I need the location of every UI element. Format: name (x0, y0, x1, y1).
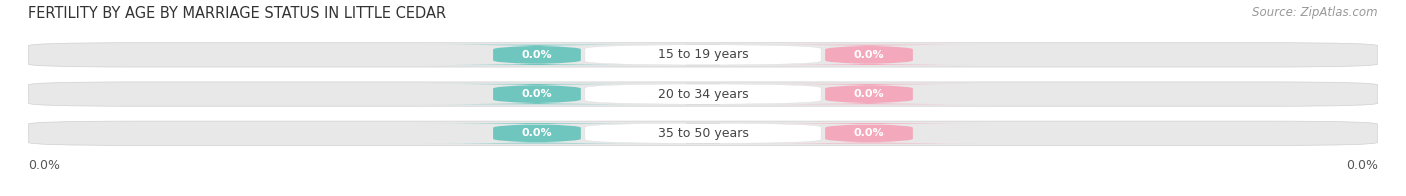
FancyBboxPatch shape (419, 123, 655, 143)
FancyBboxPatch shape (419, 45, 655, 65)
Text: 0.0%: 0.0% (853, 128, 884, 138)
FancyBboxPatch shape (751, 45, 987, 65)
Text: 35 to 50 years: 35 to 50 years (658, 127, 748, 140)
FancyBboxPatch shape (28, 43, 1378, 67)
FancyBboxPatch shape (585, 84, 821, 104)
Text: FERTILITY BY AGE BY MARRIAGE STATUS IN LITTLE CEDAR: FERTILITY BY AGE BY MARRIAGE STATUS IN L… (28, 6, 446, 21)
Text: 20 to 34 years: 20 to 34 years (658, 88, 748, 101)
Text: 15 to 19 years: 15 to 19 years (658, 48, 748, 61)
FancyBboxPatch shape (28, 82, 1378, 106)
FancyBboxPatch shape (751, 84, 987, 104)
Text: 0.0%: 0.0% (522, 89, 553, 99)
Text: 0.0%: 0.0% (522, 128, 553, 138)
FancyBboxPatch shape (585, 45, 821, 65)
FancyBboxPatch shape (585, 123, 821, 143)
Text: 0.0%: 0.0% (522, 50, 553, 60)
Text: Source: ZipAtlas.com: Source: ZipAtlas.com (1253, 6, 1378, 19)
FancyBboxPatch shape (751, 123, 987, 143)
Text: 0.0%: 0.0% (853, 89, 884, 99)
Text: 0.0%: 0.0% (28, 159, 60, 172)
FancyBboxPatch shape (419, 84, 655, 104)
Text: 0.0%: 0.0% (853, 50, 884, 60)
Text: 0.0%: 0.0% (1346, 159, 1378, 172)
FancyBboxPatch shape (28, 121, 1378, 145)
